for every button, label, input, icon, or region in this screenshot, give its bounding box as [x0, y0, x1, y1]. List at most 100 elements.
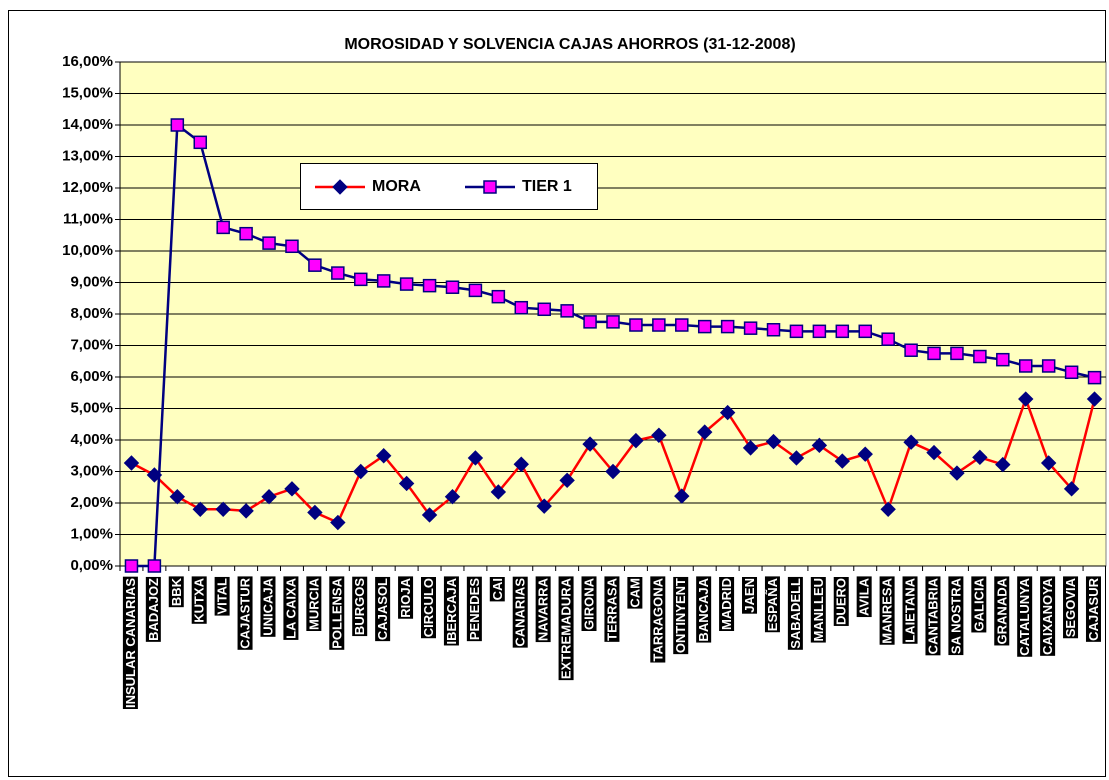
marker: [146, 467, 163, 483]
x-tick-label: ESPAÑA: [765, 577, 780, 631]
x-tick-label-bg: [879, 576, 895, 645]
x-tick-label-group: CAM: [627, 577, 643, 609]
x-tick-label-bg: [833, 577, 849, 626]
x-tick-label-bg: [191, 576, 207, 624]
x-tick-label: TARRAGONA: [650, 577, 665, 661]
marker: [719, 404, 736, 421]
marker: [330, 514, 346, 531]
y-tick-label: 8,00%: [70, 305, 113, 322]
x-tick-label-bg: [742, 577, 758, 614]
marker: [675, 318, 689, 332]
x-tick-label-group: AVILA: [856, 576, 872, 618]
x-tick-label-bg: [673, 576, 689, 655]
marker: [742, 440, 759, 456]
marker: [858, 324, 872, 339]
x-tick-label-bg: [604, 576, 620, 642]
marker: [788, 450, 805, 466]
x-tick-label: POLLENSA: [329, 577, 344, 648]
marker: [927, 346, 941, 361]
marker: [1086, 391, 1103, 407]
x-tick-label: CAJASUR: [1086, 577, 1101, 640]
x-tick-label: EXTREMADURA: [559, 577, 574, 679]
x-tick-label-group: MANRESA: [879, 576, 895, 645]
x-tick-label: CANTABRIA: [925, 577, 940, 654]
marker: [467, 450, 484, 466]
x-tick-label: MANLLEU: [811, 578, 826, 642]
x-tick-label-group: BURGOS: [352, 576, 368, 637]
marker: [811, 437, 828, 454]
x-tick-label: GRANADA: [994, 577, 1009, 644]
legend-label: TIER 1: [522, 178, 572, 195]
x-tick-label-bg: [856, 576, 872, 618]
marker: [789, 324, 804, 339]
marker: [834, 453, 851, 469]
marker: [1041, 359, 1056, 373]
x-tick-label: BBK: [169, 577, 184, 606]
y-tick-label: 15,00%: [62, 84, 113, 101]
marker: [582, 436, 598, 452]
x-tick-label-bg: [1017, 576, 1033, 657]
x-tick-label-group: EXTREMADURA: [558, 576, 574, 681]
marker: [903, 434, 919, 450]
marker: [376, 274, 391, 288]
y-tick-label: 1,00%: [70, 525, 113, 542]
x-tick-label-group: TERRASA: [604, 576, 620, 642]
x-tick-label: BURGOS: [352, 578, 367, 635]
marker: [331, 266, 345, 280]
x-tick-label-bg: [237, 576, 253, 650]
x-tick-label-group: TARRAGONA: [650, 576, 666, 663]
x-tick-label-bg: [948, 576, 964, 656]
marker: [375, 448, 392, 464]
marker: [766, 323, 781, 337]
marker: [972, 449, 988, 466]
x-tick-label: RIOJA: [398, 577, 413, 617]
x-tick-label-group: ONTINYENT: [673, 576, 689, 655]
chart-title: MOROSIDAD Y SOLVENCIA CAJAS AHORROS (31-…: [344, 36, 795, 53]
marker: [583, 315, 597, 329]
marker: [812, 324, 827, 339]
x-tick-label-group: DUERO: [833, 577, 849, 626]
x-tick-label-bg: [535, 576, 551, 643]
x-tick-label-bg: [306, 576, 322, 631]
marker: [284, 481, 300, 497]
x-tick-label-group: SABADELL: [787, 576, 803, 650]
x-tick-label: CIRCULO: [421, 578, 436, 637]
x-tick-label: SABADELL: [788, 578, 803, 649]
y-tick-label: 16,00%: [62, 53, 113, 70]
marker: [1063, 481, 1080, 497]
x-tick-label-bg: [168, 576, 184, 608]
marker: [468, 283, 483, 298]
marker: [123, 455, 140, 471]
x-tick-label-group: CIRCULO: [420, 577, 436, 639]
x-tick-label-group: CAJASTUR: [237, 576, 253, 650]
x-tick-label: SEGOVIA: [1063, 577, 1078, 637]
marker: [881, 332, 895, 346]
x-tick-label-group: CANTABRIA: [925, 576, 941, 656]
x-tick-label-bg: [145, 576, 161, 642]
marker: [628, 432, 644, 449]
marker: [560, 304, 574, 318]
x-tick-label: MURCIA: [306, 577, 321, 630]
x-tick-label-group: GALICIA: [971, 576, 987, 633]
y-tick-label: 6,00%: [70, 368, 113, 385]
x-tick-label-bg: [329, 576, 345, 650]
y-tick-label: 7,00%: [70, 336, 113, 353]
marker: [193, 135, 208, 150]
marker: [445, 280, 460, 294]
y-tick-label: 9,00%: [70, 273, 113, 290]
x-tick-label: BADAJOZ: [146, 578, 161, 641]
marker: [1087, 370, 1102, 385]
marker: [973, 349, 987, 364]
x-tick-label-group: CANARIAS: [512, 576, 528, 648]
marker: [399, 277, 414, 291]
x-tick-label-bg: [558, 576, 574, 681]
marker: [995, 456, 1011, 473]
x-tick-label-group: IBERCAJA: [443, 576, 459, 646]
marker: [285, 239, 299, 254]
x-tick-label-group: CATALUNYA: [1017, 576, 1033, 657]
x-tick-label: TERRASA: [604, 577, 619, 640]
x-tick-label-group: BADAJOZ: [145, 576, 161, 642]
x-tick-label: KUTXA: [192, 577, 207, 622]
y-tick-label: 0,00%: [70, 557, 113, 574]
x-tick-label: ONTINYENT: [673, 578, 688, 653]
